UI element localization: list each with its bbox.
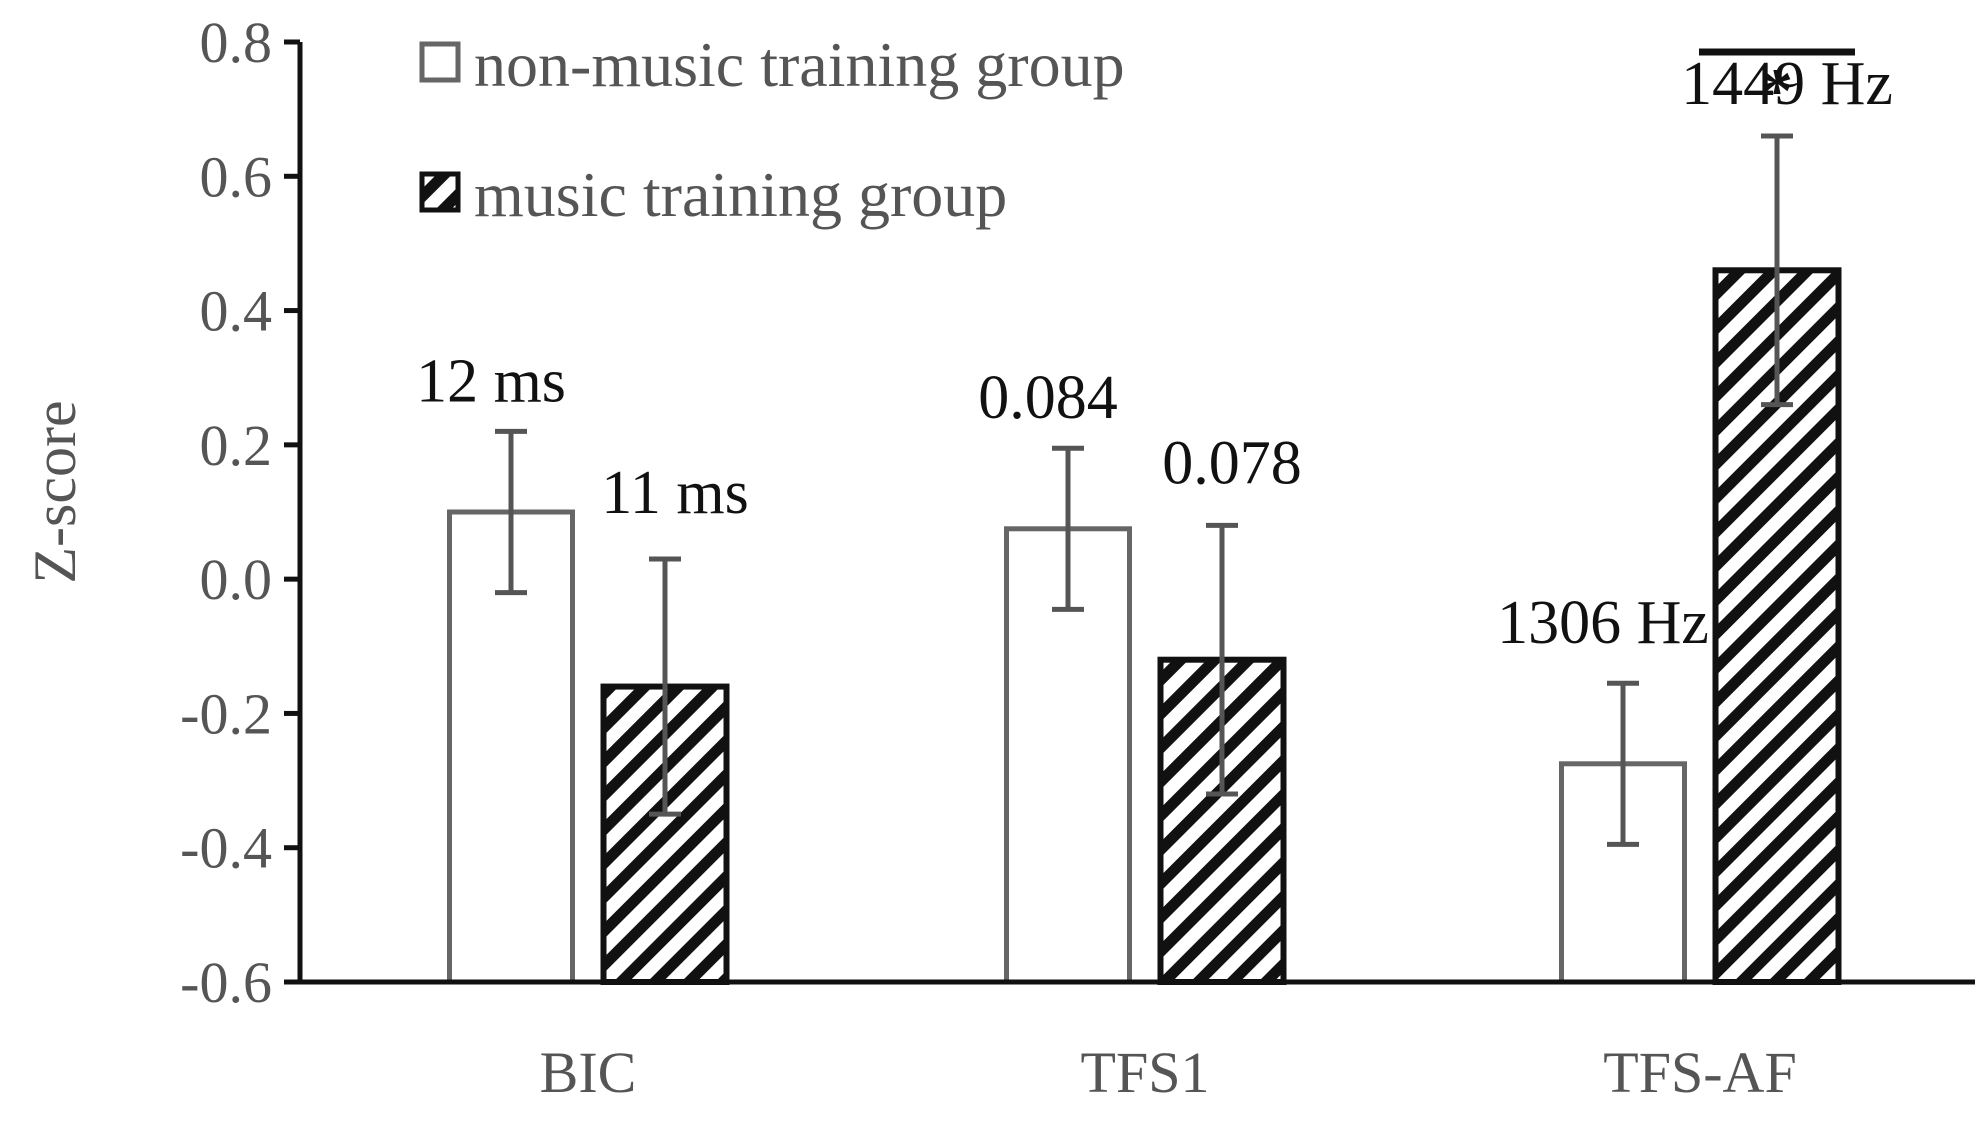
error-bars-layer [495, 133, 1793, 847]
data-label-tfs-af-series-1: 1449 Hz [1681, 50, 1893, 118]
y-tick-label: -0.2 [180, 681, 272, 746]
significance-star: * [1761, 55, 1793, 126]
x-category-label-tfs-af: TFS-AF [1603, 1040, 1796, 1105]
error-bar-bic-series-0 [495, 428, 527, 596]
y-tick-label: 0.4 [200, 279, 273, 344]
x-category-label-tfs1: TFS1 [1081, 1040, 1210, 1105]
data-label-tfs1-series-0: 0.084 [978, 364, 1118, 432]
data-label-bic-series-1: 11 ms [601, 459, 749, 527]
data-label-bic-series-0: 12 ms [416, 347, 566, 415]
legend: non-music training group music training g… [419, 29, 1125, 230]
error-bar-bic-series-1 [649, 556, 681, 817]
y-axis-title: Z-score [22, 400, 88, 583]
labels-layer: 12 ms 0.084 1306 Hz 11 ms 0.078 1449 Hz* [416, 48, 1893, 657]
data-label-tfs1-series-1: 0.078 [1162, 429, 1302, 497]
y-tick-label: -0.4 [180, 816, 272, 881]
x-category-label-bic: BIC [540, 1040, 637, 1105]
legend-label-series-1: music training group [474, 159, 1007, 230]
bar-bic-series-1 [600, 683, 730, 985]
y-tick-label: 0.0 [200, 547, 273, 612]
y-tick-label: 0.8 [200, 10, 273, 75]
y-tick-label: 0.6 [200, 144, 273, 209]
error-bar-tfs-af-series-0 [1607, 680, 1639, 847]
error-bar-tfs1-series-1 [1206, 522, 1238, 797]
error-bar-tfs-af-series-1 [1761, 133, 1793, 408]
legend-label-series-0: non-music training group [474, 29, 1125, 100]
y-tick-label: 0.2 [200, 413, 273, 478]
legend-swatch-series-1 [419, 171, 461, 213]
error-bar-tfs1-series-0 [1052, 445, 1084, 612]
legend-swatch-series-0 [419, 41, 461, 83]
data-label-tfs-af-series-0: 1306 Hz [1497, 589, 1709, 657]
y-tick-label: -0.6 [180, 950, 272, 1015]
axes-layer: 0.8 0.6 0.4 0.2 0.0 -0.2 -0.4 -0.6 BIC TFS1 TFS-AF… [22, 10, 1975, 1105]
